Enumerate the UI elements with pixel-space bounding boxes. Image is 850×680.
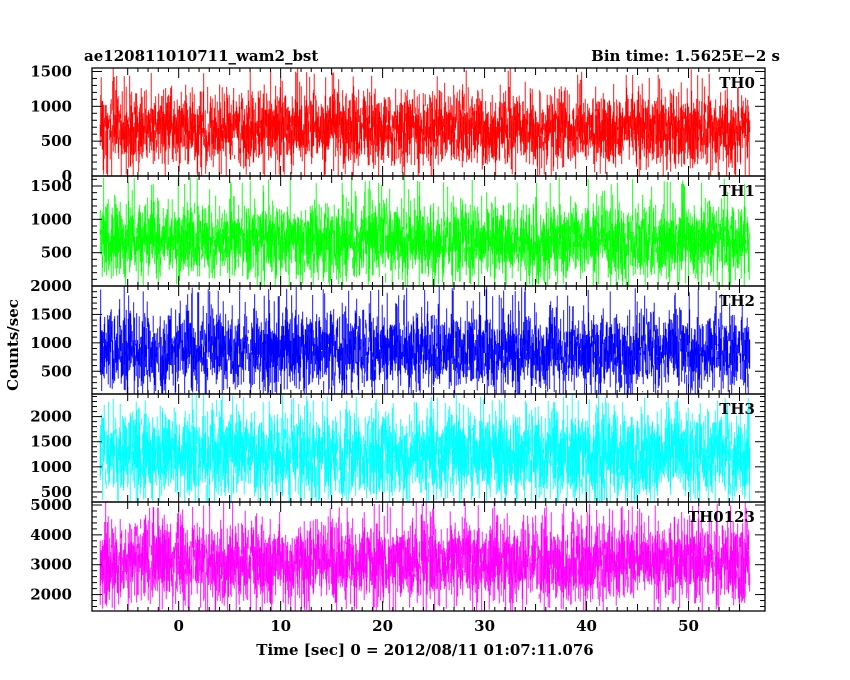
y-tick-label: 1000 — [30, 458, 72, 476]
panel-name-th0: TH0 — [719, 74, 755, 92]
series-trace-th1 — [99, 176, 751, 286]
x-tick-label: 0 — [173, 617, 183, 635]
x-tick-label: 30 — [474, 617, 495, 635]
series-trace-th0123 — [99, 502, 751, 611]
y-tick-label: 1500 — [30, 177, 72, 195]
x-axis-label: Time [sec] 0 = 2012/08/11 01:07:11.076 — [256, 641, 593, 659]
series-trace-th2 — [99, 286, 751, 394]
x-tick-label: 50 — [678, 617, 699, 635]
panel-name-th1: TH1 — [719, 182, 755, 200]
panel-name-th2: TH2 — [719, 292, 755, 310]
y-tick-label: 1000 — [30, 334, 72, 352]
x-tick-label: 20 — [372, 617, 393, 635]
x-tick-label: 10 — [270, 617, 291, 635]
y-tick-label: 500 — [41, 132, 72, 150]
y-tick-label: 500 — [41, 244, 72, 262]
observation-title: ae120811010711_wam2_bst — [84, 47, 318, 65]
y-tick-label: 2000 — [30, 277, 72, 295]
y-tick-label: 5000 — [30, 496, 72, 514]
y-tick-label: 2000 — [30, 408, 72, 426]
y-tick-label: 1000 — [30, 97, 72, 115]
panel-frame — [91, 501, 766, 612]
y-tick-label: 3000 — [30, 556, 72, 574]
y-tick-label: 4000 — [30, 526, 72, 544]
y-tick-label: 1500 — [30, 305, 72, 323]
series-trace-th3 — [99, 394, 751, 502]
y-tick-label: 500 — [41, 483, 72, 501]
panel-name-th3: TH3 — [719, 400, 755, 418]
y-tick-label: 1500 — [30, 433, 72, 451]
y-tick-label: 1500 — [30, 62, 72, 80]
x-tick-label: 40 — [576, 617, 597, 635]
panel-name-th0123: TH0123 — [688, 508, 755, 526]
y-tick-label: 2000 — [30, 586, 72, 604]
series-trace-th0 — [99, 68, 751, 176]
y-tick-label: 0 — [62, 167, 72, 185]
y-axis-label: Counts/sec — [4, 299, 22, 391]
y-tick-label: 500 — [41, 362, 72, 380]
bin-time-label: Bin time: 1.5625E−2 s — [591, 47, 780, 65]
y-tick-label: 1000 — [30, 210, 72, 228]
